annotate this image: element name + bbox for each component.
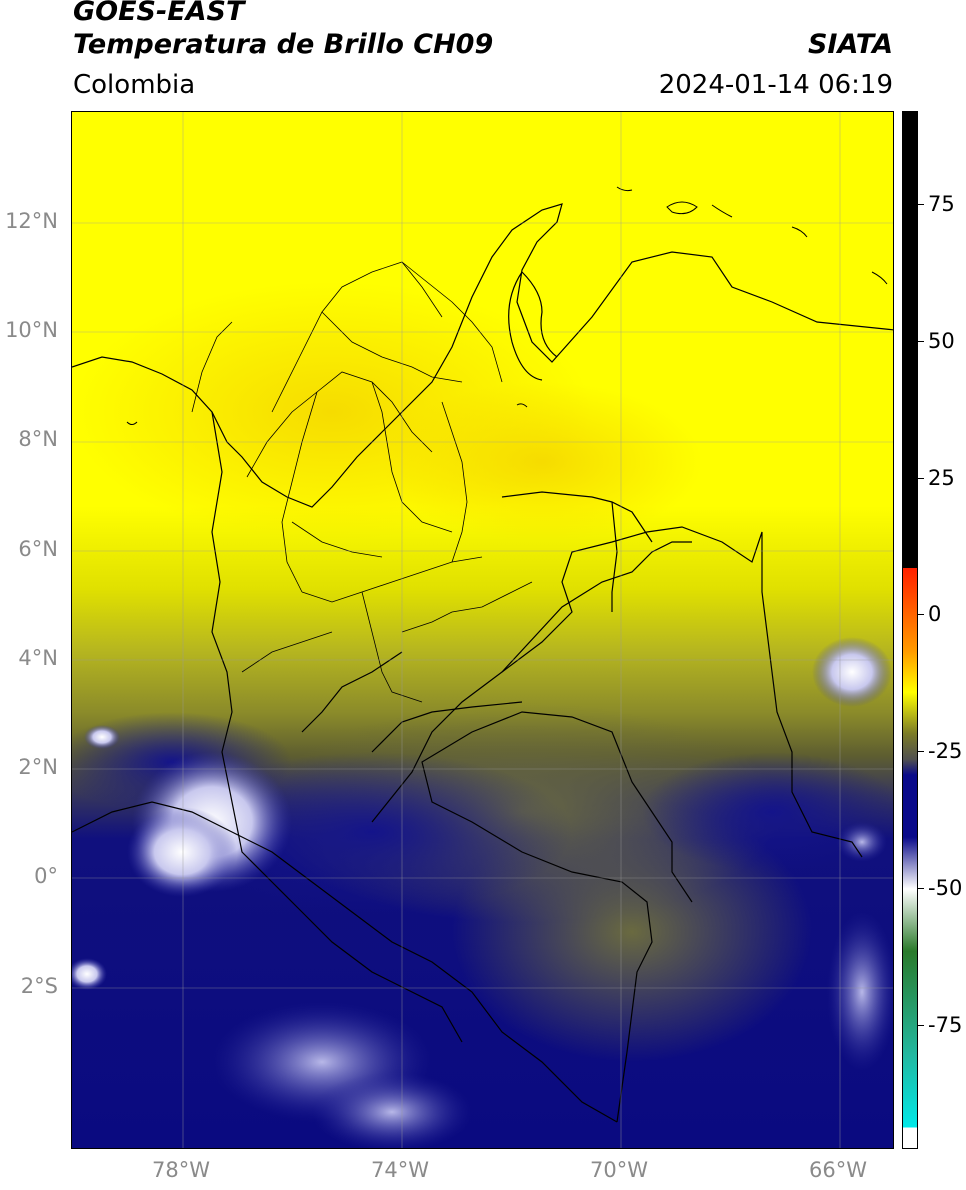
colorbar-label: -75	[928, 1013, 963, 1037]
colorbar-tick	[918, 478, 924, 479]
title-satellite: GOES-EAST	[73, 0, 245, 27]
colorbar-label: -25	[928, 739, 963, 763]
colorbar-tick	[918, 614, 924, 615]
map-canvas	[72, 112, 893, 1148]
cold-cloud	[837, 822, 887, 862]
graticule	[72, 112, 893, 1148]
colorbar-label: 0	[928, 602, 942, 626]
department-boundaries	[191, 261, 533, 703]
lon-label: 74°W	[371, 1158, 429, 1182]
lat-label: 8°N	[18, 427, 58, 451]
lat-label: 2°S	[20, 974, 58, 998]
colorbar-label: -50	[928, 876, 963, 900]
satellite-map	[71, 111, 894, 1149]
convective-cloud	[812, 637, 892, 707]
colorbar-tick	[918, 1025, 924, 1026]
title-product: Temperatura de Brillo CH09	[73, 29, 494, 60]
lat-label: 4°N	[18, 646, 58, 670]
lat-label: 2°N	[18, 755, 58, 779]
timestamp-label: 2024-01-14 06:19	[658, 70, 893, 100]
region-label: Colombia	[73, 70, 196, 100]
colorbar-tick	[918, 751, 924, 752]
colorbar	[902, 111, 918, 1149]
colorbar-label: 50	[928, 329, 955, 353]
coastlines-borders	[72, 203, 893, 1123]
convective-cloud	[127, 807, 237, 897]
convective-cloud	[72, 958, 107, 990]
colorbar-tick	[918, 888, 924, 889]
lat-label: 0°	[34, 864, 58, 888]
lon-label: 66°W	[809, 1158, 867, 1182]
colorbar-tick	[918, 341, 924, 342]
lat-label: 6°N	[18, 537, 58, 561]
lat-label: 12°N	[5, 209, 58, 233]
cold-cloud	[312, 1072, 472, 1148]
convective-cloud	[84, 725, 120, 749]
lon-label: 78°W	[152, 1158, 210, 1182]
lat-label: 10°N	[5, 318, 58, 342]
cold-cloud	[827, 912, 893, 1072]
islands	[126, 186, 888, 425]
agency-label: SIATA	[807, 29, 893, 60]
cold-area	[642, 752, 893, 872]
colorbar-label: 25	[928, 466, 955, 490]
lon-label: 70°W	[590, 1158, 648, 1182]
warm-area	[382, 382, 702, 542]
colorbar-tick	[918, 204, 924, 205]
colorbar-label: 75	[928, 192, 955, 216]
